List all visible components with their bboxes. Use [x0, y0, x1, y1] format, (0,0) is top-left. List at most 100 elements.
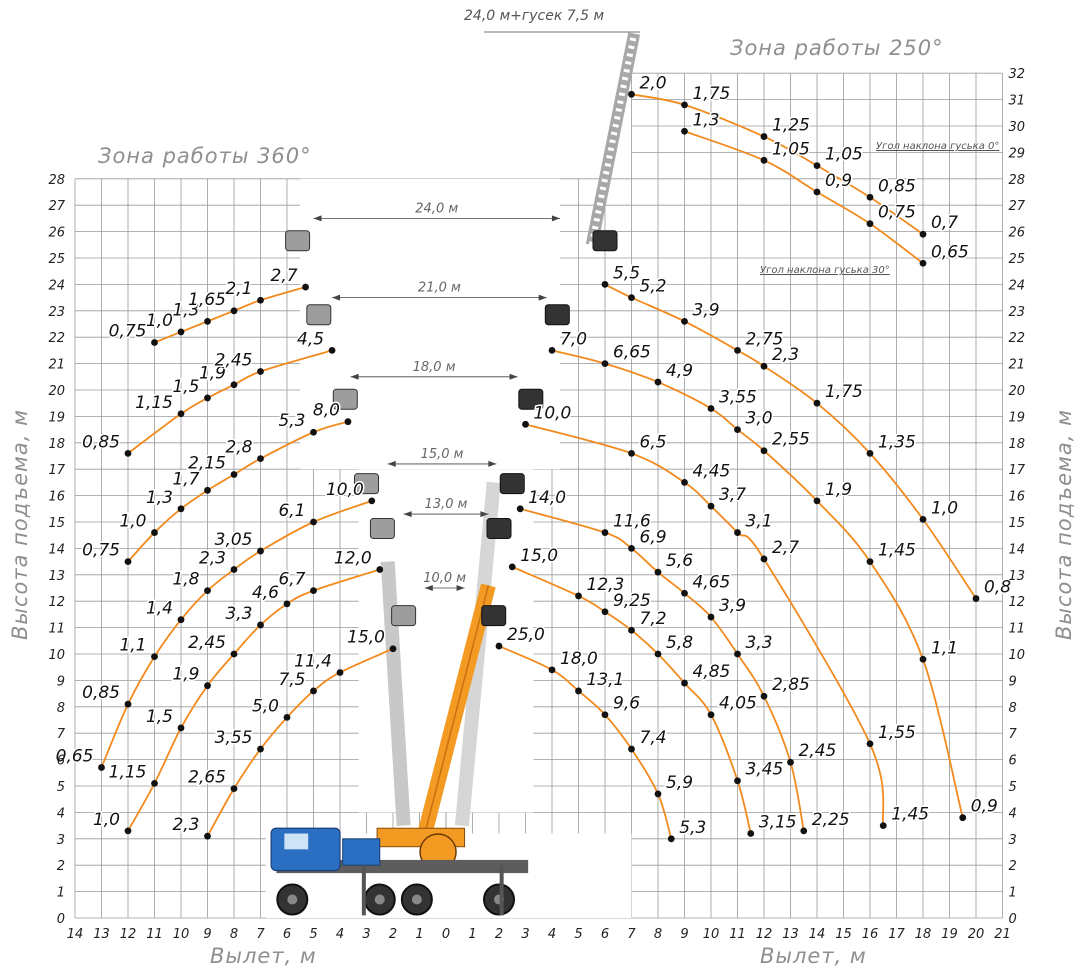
data-point — [230, 785, 238, 793]
data-point — [654, 378, 662, 386]
data-point — [177, 328, 185, 336]
y-tick-left: 2 — [57, 859, 65, 874]
data-point — [654, 568, 662, 576]
data-label: 1,9 — [825, 480, 852, 500]
y-tick-left: 23 — [48, 305, 65, 320]
data-label: 5,8 — [666, 633, 693, 653]
data-label: 2,15 — [188, 453, 226, 473]
x-tick-left: 2 — [389, 927, 397, 942]
data-label: 2,3 — [772, 345, 799, 365]
data-point — [734, 426, 741, 433]
data-label: 2,1 — [225, 279, 252, 299]
data-label: 25,0 — [507, 625, 545, 645]
truck-window — [284, 833, 309, 850]
hook-block — [518, 388, 544, 410]
y-tick-right: 5 — [1009, 780, 1017, 795]
data-label: 14,0 — [528, 488, 566, 508]
data-point — [548, 666, 556, 674]
x-tick-left: 10 — [173, 927, 190, 942]
data-label: 1,7 — [172, 469, 199, 489]
x-tick-right: 18 — [915, 927, 932, 942]
data-point — [707, 613, 715, 621]
data-point — [230, 381, 238, 389]
data-point — [866, 558, 874, 565]
data-point — [681, 317, 688, 325]
y-tick-left: 18 — [48, 437, 65, 452]
load-curve — [604, 283, 977, 600]
data-point — [667, 835, 675, 843]
data-point — [257, 547, 264, 555]
data-point — [628, 745, 635, 753]
data-label: 2,7 — [271, 266, 298, 286]
y-tick-left: 25 — [48, 252, 65, 267]
boom-span-arrow — [403, 511, 412, 518]
data-label: 1,45 — [878, 541, 916, 561]
load-curves: 2,32,653,555,07,511,415,01,01,151,51,92,… — [54, 72, 1013, 843]
hook-block — [354, 473, 379, 495]
data-point — [681, 101, 688, 109]
data-point — [151, 779, 158, 787]
data-label: 2,7 — [772, 538, 799, 558]
y-axis-title-right: Высота подъема, м — [1052, 409, 1076, 640]
data-label: 15,0 — [347, 628, 385, 648]
data-point — [257, 296, 264, 304]
data-point — [654, 790, 662, 798]
data-point — [707, 405, 715, 412]
y-tick-right: 32 — [1009, 67, 1026, 82]
y-tick-left: 0 — [57, 912, 65, 927]
y-tick-left: 19 — [48, 410, 65, 425]
data-point — [628, 545, 635, 552]
boom-span-arrow — [509, 373, 518, 380]
x-tick-right: 6 — [601, 927, 609, 942]
data-label: 7,5 — [278, 670, 305, 690]
data-point — [601, 711, 609, 719]
y-tick-right: 24 — [1009, 278, 1026, 293]
hook-block — [544, 304, 570, 326]
data-label: 5,5 — [613, 263, 640, 283]
data-point — [257, 621, 264, 629]
x-tick-right: 21 — [994, 927, 1011, 942]
wheel-hub — [374, 894, 385, 905]
data-point — [760, 362, 768, 370]
y-tick-right: 12 — [1009, 595, 1026, 610]
y-tick-left: 15 — [48, 516, 65, 531]
data-point — [204, 682, 211, 690]
boom-span-arrow — [488, 460, 497, 467]
data-label: 5,0 — [252, 696, 279, 716]
x-tick-left: 4 — [336, 927, 344, 942]
data-label: 0,65 — [56, 747, 94, 767]
y-tick-right: 16 — [1009, 490, 1026, 505]
data-label: 6,7 — [278, 570, 305, 590]
boom-length-label: 15,0 м — [421, 447, 464, 462]
data-point — [760, 692, 768, 700]
data-point — [866, 220, 874, 228]
data-point — [681, 127, 688, 135]
data-point — [866, 193, 874, 201]
data-point — [813, 188, 821, 196]
data-point — [813, 162, 821, 170]
data-label: 1,0 — [119, 512, 146, 532]
hook-block — [285, 230, 311, 252]
hook-block — [369, 518, 395, 540]
x-tick-right: 20 — [968, 927, 985, 942]
data-point — [204, 486, 211, 494]
data-label: 0,75 — [82, 541, 120, 561]
y-tick-right: 18 — [1009, 437, 1026, 452]
data-point — [707, 711, 715, 719]
data-label: 1,9 — [199, 364, 226, 384]
data-point — [151, 529, 158, 536]
data-label: 10,0 — [326, 480, 364, 500]
data-point — [204, 394, 211, 402]
data-point — [919, 515, 927, 523]
x-tick-right: 17 — [888, 927, 905, 942]
data-label: 5,9 — [666, 773, 693, 793]
data-point — [257, 368, 264, 375]
y-tick-right: 20 — [1009, 384, 1026, 399]
wheel-hub — [411, 894, 422, 905]
data-label: 1,3 — [693, 110, 720, 130]
x-tick-right: 19 — [941, 927, 958, 942]
x-tick-left: 9 — [203, 927, 211, 942]
hook-block — [486, 518, 512, 540]
y-axis-title-left: Высота подъема, м — [8, 409, 32, 640]
zone-250-title: Зона работы 250° — [730, 36, 944, 60]
